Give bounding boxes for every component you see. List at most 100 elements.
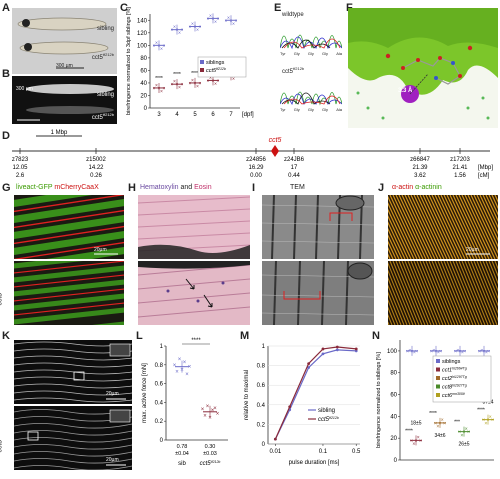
data-point: ×	[434, 421, 437, 427]
g-image-mutant	[14, 261, 124, 325]
i-image-sibling	[262, 195, 374, 259]
striation	[425, 195, 457, 259]
significance-stars: ***	[454, 420, 460, 426]
data-point: ×	[208, 415, 212, 421]
striation	[404, 195, 436, 259]
striation	[422, 195, 454, 259]
data-point	[335, 348, 339, 352]
gene-arrow	[271, 145, 279, 157]
striation	[470, 261, 498, 325]
striation	[491, 261, 498, 278]
n-label: 26±5	[458, 442, 469, 448]
striation	[476, 195, 498, 242]
data-point: ×	[436, 424, 439, 430]
striation	[388, 221, 406, 259]
panel-e-letter: E	[274, 2, 282, 14]
data-point: ×	[173, 363, 177, 369]
marker-name: z66847	[410, 157, 430, 163]
chart-m: 0 0.2 0.4 0.6 0.8 1 0.01 0.1 0.5 pulse duration […	[244, 344, 361, 466]
data-point	[354, 349, 358, 353]
significance-stars: ****	[405, 428, 413, 434]
data-point: ×	[171, 28, 174, 34]
g-fibers-mut	[14, 261, 124, 325]
significance-stars: ****	[477, 408, 485, 414]
striation	[419, 195, 451, 259]
striation	[437, 195, 469, 259]
data-point: ×	[410, 438, 413, 444]
n-label: 34±6	[434, 433, 445, 439]
y-tick-label: 120	[137, 31, 148, 37]
panel-m-letter: M	[240, 330, 250, 342]
data-point: ×	[478, 349, 481, 355]
panel-i-letter: I	[252, 182, 256, 194]
legend-label: cct6mn300lt	[442, 392, 466, 399]
striation	[449, 261, 477, 325]
data-point: ×	[163, 86, 166, 92]
striation	[485, 195, 498, 223]
y-tick-label: 0	[160, 438, 164, 444]
striation	[398, 195, 430, 259]
striation	[431, 195, 463, 259]
g-title: liveact-GFP mCherryCaaX	[16, 184, 99, 191]
legend-label-sibling: sibling	[318, 408, 335, 414]
a-mutant-label: cct5tf212b	[91, 52, 114, 61]
striation	[388, 202, 415, 259]
data-point: ×	[199, 81, 202, 87]
i-title: TEM	[290, 184, 305, 191]
striation	[488, 261, 498, 285]
marker-mbp: 21.39	[412, 165, 428, 171]
legend-sup: tf212b	[216, 67, 226, 71]
y-tick-label: 80	[140, 56, 147, 62]
data-point	[354, 347, 358, 351]
fiber	[14, 437, 132, 443]
legend-swatch-mutant	[200, 68, 204, 72]
striation	[485, 261, 498, 292]
data-point: ×	[413, 350, 416, 356]
y-tick-label: 1	[160, 344, 164, 350]
e-mut-trace	[280, 91, 342, 106]
i-tem-mut	[262, 261, 374, 325]
y-tick-label: 0.2	[155, 419, 164, 425]
h-tissue-mut	[138, 261, 250, 318]
data-point: ×	[415, 349, 418, 355]
striation	[401, 195, 433, 259]
data-point: ×	[430, 349, 433, 355]
l-mean-sib: 0.78	[177, 444, 188, 450]
striation	[473, 261, 498, 322]
data-point: ×	[227, 15, 230, 21]
k-scale-label-2: 20µm	[106, 457, 119, 463]
codon: Ala	[336, 107, 342, 112]
striation	[407, 261, 435, 325]
striation	[419, 261, 447, 325]
data-point: ×	[191, 78, 194, 84]
data-point: ×	[178, 85, 181, 91]
striation	[401, 261, 429, 325]
y-tick-label: 0.2	[257, 422, 266, 428]
striation	[443, 195, 475, 259]
striation	[458, 261, 486, 325]
data-point: ×	[178, 31, 181, 37]
marker-cm: 0.00	[250, 173, 262, 179]
data-point: ×	[173, 79, 176, 85]
striation	[413, 261, 441, 325]
striation	[464, 195, 496, 259]
striation	[440, 195, 472, 259]
legend-sup: hi1297Tg	[452, 375, 467, 379]
e-mut-codons: Tyr Gly Gly Gly Ala	[280, 107, 342, 112]
data-point: ×	[171, 82, 174, 88]
legend-swatch	[436, 367, 440, 372]
codon: Tyr	[280, 51, 286, 56]
b-mutant-label: cct5tf212b	[91, 112, 114, 121]
striation	[395, 195, 427, 259]
data-point: ×	[153, 86, 156, 92]
marker-name: z24JB6	[284, 157, 305, 163]
fiber	[14, 390, 132, 396]
data-point: ×	[207, 78, 210, 84]
fiber	[14, 397, 132, 403]
i-tem	[262, 195, 374, 259]
k-fibers	[14, 341, 132, 403]
striation	[388, 284, 405, 325]
marker-name: z17203	[450, 157, 470, 163]
y-tick-label: 0.4	[155, 400, 164, 406]
data-point: ×	[232, 76, 235, 82]
